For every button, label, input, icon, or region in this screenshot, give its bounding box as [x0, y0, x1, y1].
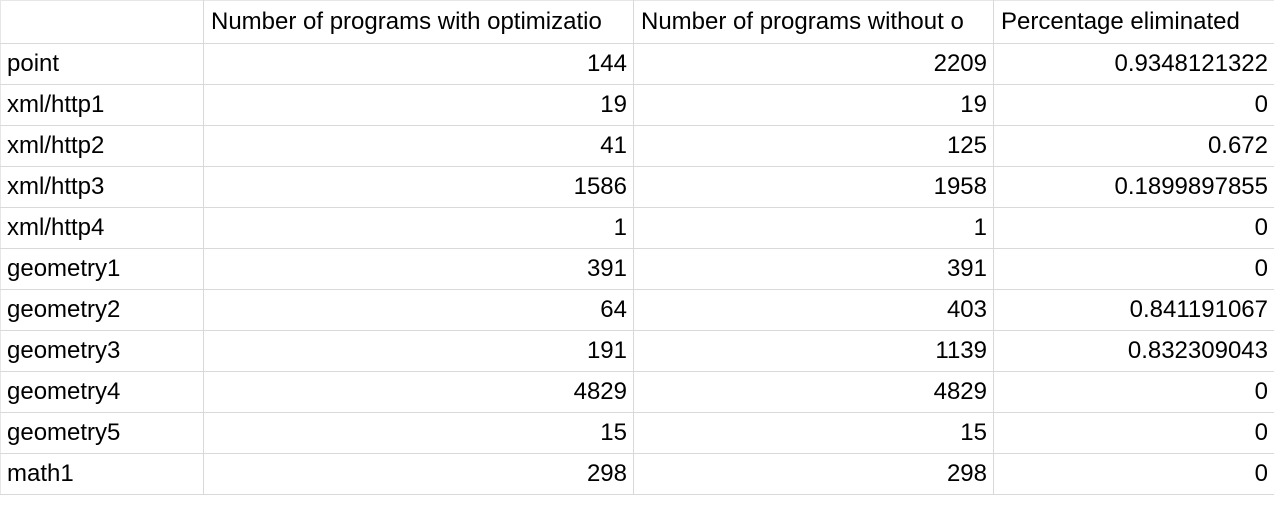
with-optimization-cell[interactable]: 4829	[203, 371, 634, 413]
percentage-eliminated-cell[interactable]: 0.841191067	[993, 289, 1274, 331]
row-name-cell[interactable]: geometry4	[0, 371, 204, 413]
row-name-cell[interactable]: geometry2	[0, 289, 204, 331]
with-optimization-cell[interactable]: 1	[203, 207, 634, 249]
table-row: xml/http3 1586 1958 0.1899897855	[0, 166, 1274, 208]
with-optimization-cell[interactable]: 1586	[203, 166, 634, 208]
with-optimization-cell[interactable]: 191	[203, 330, 634, 372]
row-name-cell[interactable]: xml/http3	[0, 166, 204, 208]
percentage-eliminated-cell[interactable]: 0	[993, 371, 1274, 413]
header-row: Number of programs with optimizatio Numb…	[0, 0, 1274, 44]
data-table: Number of programs with optimizatio Numb…	[0, 0, 1274, 495]
table-row: geometry2 64 403 0.841191067	[0, 289, 1274, 331]
table-row: point 144 2209 0.9348121322	[0, 43, 1274, 85]
without-optimization-cell[interactable]: 15	[633, 412, 994, 454]
with-optimization-cell[interactable]: 19	[203, 84, 634, 126]
with-optimization-cell[interactable]: 64	[203, 289, 634, 331]
percentage-eliminated-cell[interactable]: 0.1899897855	[993, 166, 1274, 208]
table-body: point 144 2209 0.9348121322 xml/http1 19 19 0 xm…	[0, 43, 1274, 495]
without-optimization-cell[interactable]: 1958	[633, 166, 994, 208]
percentage-eliminated-cell[interactable]: 0.832309043	[993, 330, 1274, 372]
percentage-eliminated-cell[interactable]: 0	[993, 453, 1274, 495]
table-row: geometry4 4829 4829 0	[0, 371, 1274, 413]
table-row: xml/http1 19 19 0	[0, 84, 1274, 126]
percentage-eliminated-cell[interactable]: 0	[993, 84, 1274, 126]
table-row: xml/http4 1 1 0	[0, 207, 1274, 249]
with-optimization-cell[interactable]: 15	[203, 412, 634, 454]
row-name-cell[interactable]: geometry3	[0, 330, 204, 372]
with-optimization-cell[interactable]: 144	[203, 43, 634, 85]
row-name-cell[interactable]: point	[0, 43, 204, 85]
percentage-eliminated-cell[interactable]: 0.9348121322	[993, 43, 1274, 85]
without-optimization-cell[interactable]: 125	[633, 125, 994, 167]
header-cell-percentage-eliminated[interactable]: Percentage eliminated	[993, 0, 1274, 44]
header-cell-without-optimization[interactable]: Number of programs without o	[633, 0, 994, 44]
table-row: geometry3 191 1139 0.832309043	[0, 330, 1274, 372]
table-row: geometry1 391 391 0	[0, 248, 1274, 290]
percentage-eliminated-cell[interactable]: 0	[993, 412, 1274, 454]
table-row: math1 298 298 0	[0, 453, 1274, 495]
table-row: xml/http2 41 125 0.672	[0, 125, 1274, 167]
percentage-eliminated-cell[interactable]: 0	[993, 248, 1274, 290]
row-name-cell[interactable]: xml/http2	[0, 125, 204, 167]
percentage-eliminated-cell[interactable]: 0.672	[993, 125, 1274, 167]
without-optimization-cell[interactable]: 391	[633, 248, 994, 290]
with-optimization-cell[interactable]: 391	[203, 248, 634, 290]
without-optimization-cell[interactable]: 403	[633, 289, 994, 331]
without-optimization-cell[interactable]: 4829	[633, 371, 994, 413]
row-name-cell[interactable]: geometry1	[0, 248, 204, 290]
with-optimization-cell[interactable]: 298	[203, 453, 634, 495]
header-cell-blank[interactable]	[0, 0, 204, 44]
without-optimization-cell[interactable]: 1	[633, 207, 994, 249]
row-name-cell[interactable]: xml/http1	[0, 84, 204, 126]
row-name-cell[interactable]: geometry5	[0, 412, 204, 454]
header-cell-with-optimization[interactable]: Number of programs with optimizatio	[203, 0, 634, 44]
percentage-eliminated-cell[interactable]: 0	[993, 207, 1274, 249]
without-optimization-cell[interactable]: 19	[633, 84, 994, 126]
row-name-cell[interactable]: math1	[0, 453, 204, 495]
without-optimization-cell[interactable]: 2209	[633, 43, 994, 85]
row-name-cell[interactable]: xml/http4	[0, 207, 204, 249]
without-optimization-cell[interactable]: 298	[633, 453, 994, 495]
table-row: geometry5 15 15 0	[0, 412, 1274, 454]
with-optimization-cell[interactable]: 41	[203, 125, 634, 167]
without-optimization-cell[interactable]: 1139	[633, 330, 994, 372]
